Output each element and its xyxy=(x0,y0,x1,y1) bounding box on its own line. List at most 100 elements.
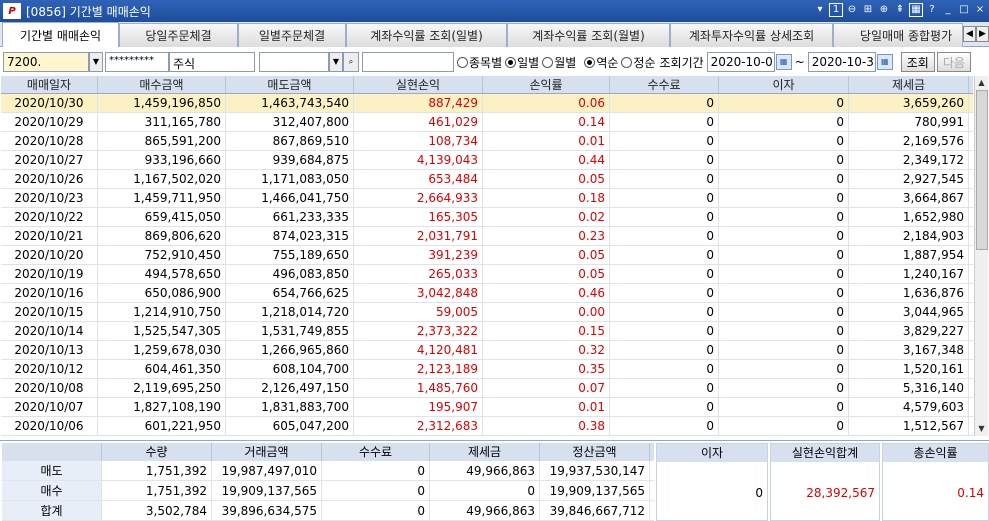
maximize-frame-icon[interactable]: ⊞ xyxy=(863,4,873,15)
table-cell: 2020/10/22 xyxy=(1,208,98,226)
date-from-input[interactable]: 2020-10-01 xyxy=(706,52,775,72)
table-cell: 1,459,711,950 xyxy=(98,189,226,207)
tab-account-return-daily[interactable]: 계좌수익률 조회(일별) xyxy=(346,23,507,47)
account-input[interactable]: 7200. xyxy=(3,52,89,72)
table-row[interactable]: 2020/10/08 2,119,695,250 2,126,497,150 1,48… xyxy=(1,379,973,398)
radio-off-icon xyxy=(457,56,468,68)
table-row[interactable]: 2020/10/27 933,196,660 939,684,875 4,139,04… xyxy=(1,151,973,170)
summary-cell: 19,909,137,565 xyxy=(212,481,322,500)
column-header[interactable]: 수수료 xyxy=(610,76,719,93)
table-cell: 2020/10/28 xyxy=(1,132,98,150)
grid-icon[interactable]: ▦ xyxy=(909,3,923,17)
restore-icon[interactable]: □ xyxy=(959,4,969,15)
table-row[interactable]: 2020/10/28 865,591,200 867,869,510 108,734 0… xyxy=(1,132,973,151)
table-cell: 59,005 xyxy=(354,303,483,321)
tab-period-pnl[interactable]: 기간별 매매손익 xyxy=(2,22,119,47)
table-row[interactable]: 2020/10/22 659,415,050 661,233,335 165,305 0… xyxy=(1,208,973,227)
interest-label: 이자 xyxy=(657,444,767,462)
table-cell: 865,591,200 xyxy=(98,132,226,150)
scroll-down-icon[interactable]: ▼ xyxy=(978,424,985,433)
range-tilde: ~ xyxy=(794,55,805,69)
zoom-out-icon[interactable]: ⊖ xyxy=(847,4,857,15)
calendar-icon[interactable]: ▦ xyxy=(775,54,792,70)
table-cell: 3,829,227 xyxy=(849,322,969,340)
minimize-icon[interactable]: _ xyxy=(945,4,951,15)
zoom-in-icon[interactable]: ⊕ xyxy=(879,4,889,15)
table-cell: 3,664,867 xyxy=(849,189,969,207)
table-cell: 0 xyxy=(610,341,719,359)
column-header[interactable]: 제세금 xyxy=(849,76,969,93)
stock-dropdown-icon[interactable]: ▼ xyxy=(329,52,343,72)
grid-scrollbar[interactable]: ▲ ▼ xyxy=(974,76,988,436)
summary-row-label: 합계 xyxy=(2,501,102,520)
column-header[interactable]: 매도금액 xyxy=(226,76,354,93)
table-row[interactable]: 2020/10/06 601,221,950 605,047,200 2,312,68… xyxy=(1,417,973,436)
table-row[interactable]: 2020/10/16 650,086,900 654,766,625 3,042,84… xyxy=(1,284,973,303)
account-dropdown-icon[interactable]: ▼ xyxy=(89,52,103,72)
tab-today-orders[interactable]: 당일주문체결 xyxy=(119,23,238,47)
tab-today-eval[interactable]: 당일매매 종합평가 xyxy=(833,23,963,47)
table-row[interactable]: 2020/10/15 1,214,910,750 1,218,014,720 59,0… xyxy=(1,303,973,322)
column-header[interactable]: 손익률 xyxy=(483,76,610,93)
radio-monthly[interactable]: 월별 xyxy=(542,54,576,71)
table-row[interactable]: 2020/10/14 1,525,547,305 1,531,749,855 2,37… xyxy=(1,322,973,341)
column-header[interactable]: 매수금액 xyxy=(98,76,226,93)
column-header[interactable]: 이자 xyxy=(719,76,849,93)
scroll-thumb[interactable] xyxy=(976,90,988,250)
total-rate-label: 총손익률 xyxy=(883,444,988,462)
tab-return-detail[interactable]: 계좌투자수익률 상세조회 xyxy=(670,23,833,47)
table-row[interactable]: 2020/10/12 604,461,350 608,104,700 2,123,18… xyxy=(1,360,973,379)
summary-column-header: 정산금액 xyxy=(540,443,650,461)
date-to-input[interactable]: 2020-10-31 xyxy=(807,52,876,72)
table-cell: 1,171,083,050 xyxy=(226,170,354,188)
tab-bar: 기간별 매매손익 당일주문체결 일별주문체결 계좌수익률 조회(일별) 계좌수익… xyxy=(0,22,989,47)
table-row[interactable]: 2020/10/30 1,459,196,850 1,463,743,540 887,… xyxy=(1,94,973,113)
table-cell: 2,664,933 xyxy=(354,189,483,207)
column-header[interactable]: 실현손익 xyxy=(354,76,483,93)
tab-account-return-monthly[interactable]: 계좌수익률 조회(월별) xyxy=(507,23,670,47)
chevron-right-icon[interactable]: ▶ xyxy=(976,26,989,42)
radio-by-stock[interactable]: 종목별 xyxy=(457,54,502,71)
table-cell: 0 xyxy=(610,246,719,264)
search-button[interactable]: 조회 xyxy=(900,52,935,72)
pin-icon[interactable]: ⇞ xyxy=(895,4,905,15)
search-icon[interactable]: ⌕ xyxy=(343,52,359,72)
password-input[interactable]: ********* xyxy=(105,52,169,72)
table-row[interactable]: 2020/10/29 311,165,780 312,407,800 461,029 0… xyxy=(1,113,973,132)
close-icon[interactable]: × xyxy=(975,4,985,15)
stock-code-input[interactable] xyxy=(259,52,329,72)
scroll-up-icon[interactable]: ▲ xyxy=(978,78,985,87)
next-button[interactable]: 다음 xyxy=(936,52,971,72)
query-toolbar: 7200. ▼ ********* 주식 ▼ ⌕ 종목별 일별 월별 역순 정순… xyxy=(0,50,989,74)
table-cell: 0 xyxy=(610,132,719,150)
help-icon[interactable]: ? xyxy=(929,4,935,15)
table-cell: 0.06 xyxy=(483,94,610,112)
table-cell: 1,218,014,720 xyxy=(226,303,354,321)
table-row[interactable]: 2020/10/20 752,910,450 755,189,650 391,239 0… xyxy=(1,246,973,265)
tab-daily-orders[interactable]: 일별주문체결 xyxy=(238,23,346,47)
table-cell: 2,184,903 xyxy=(849,227,969,245)
table-row[interactable]: 2020/10/13 1,259,678,030 1,266,965,860 4,12… xyxy=(1,341,973,360)
table-row[interactable]: 2020/10/23 1,459,711,950 1,466,041,750 2,66… xyxy=(1,189,973,208)
calendar-icon[interactable]: ▦ xyxy=(876,54,893,70)
table-row[interactable]: 2020/10/07 1,827,108,190 1,831,883,700 195,… xyxy=(1,398,973,417)
table-row[interactable]: 2020/10/26 1,167,502,020 1,171,083,050 653,… xyxy=(1,170,973,189)
radio-daily[interactable]: 일별 xyxy=(505,54,539,71)
arrow-down-icon[interactable]: ▾ xyxy=(817,4,823,15)
summary-column-header: 거래금액 xyxy=(212,443,322,461)
table-cell: 780,991 xyxy=(849,113,969,131)
total-rate-value: 0.14 xyxy=(957,486,984,500)
table-cell: 0.02 xyxy=(483,208,610,226)
radio-descending[interactable]: 역순 xyxy=(584,54,618,71)
table-cell: 0 xyxy=(719,398,849,416)
table-row[interactable]: 2020/10/19 494,578,650 496,083,850 265,033 0… xyxy=(1,265,973,284)
tab-scroll-buttons: ◀ ▶ xyxy=(963,26,989,42)
radio-ascending[interactable]: 정순 xyxy=(621,54,656,71)
column-header[interactable]: 매매일자 xyxy=(1,76,98,93)
table-row[interactable]: 2020/10/21 869,806,620 874,023,315 2,031,79… xyxy=(1,227,973,246)
chevron-left-icon[interactable]: ◀ xyxy=(963,26,976,42)
screen-one-icon[interactable]: 1 xyxy=(829,3,843,17)
table-cell: 0 xyxy=(610,189,719,207)
summary-column-header: 수수료 xyxy=(322,443,430,461)
summary-cell: 0 xyxy=(322,481,430,500)
